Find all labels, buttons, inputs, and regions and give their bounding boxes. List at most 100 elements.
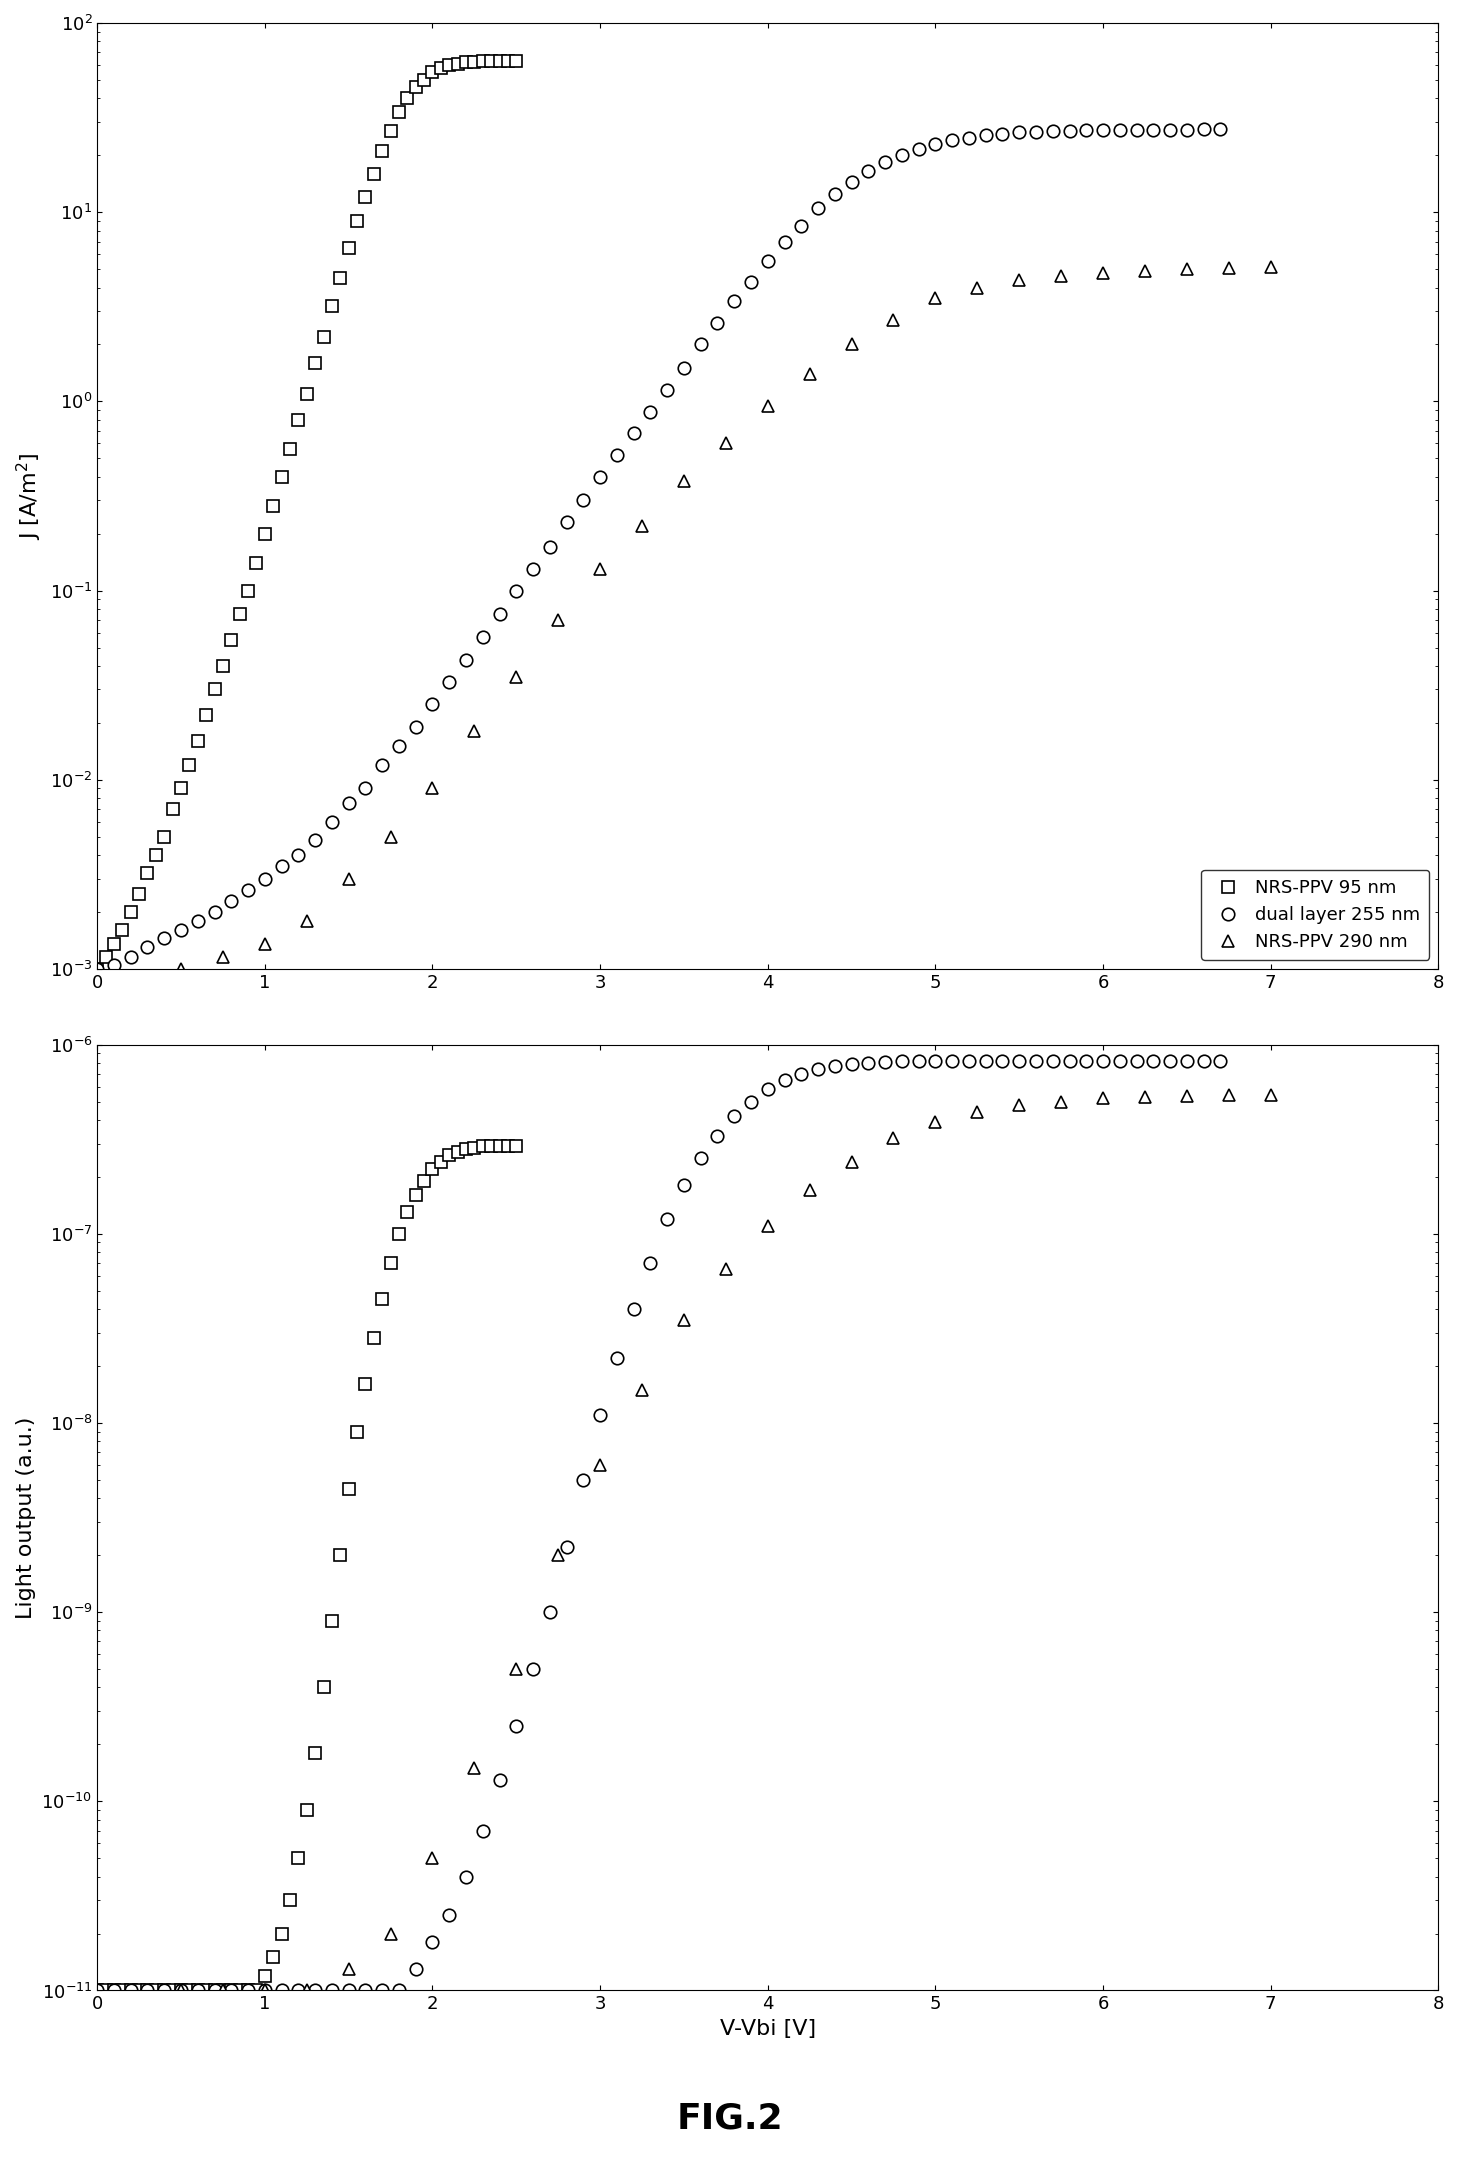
NRS-PPV 290 nm — [214, 945, 232, 971]
NRS-PPV 290 nm — [465, 718, 483, 744]
dual layer 255 nm — [725, 1103, 743, 1129]
NRS-PPV 95 nm — [223, 627, 241, 653]
NRS-PPV 290 nm — [676, 1308, 693, 1334]
NRS-PPV 95 nm — [508, 1133, 525, 1159]
Text: FIG.2: FIG.2 — [676, 2101, 783, 2136]
NRS-PPV 290 nm — [759, 1213, 776, 1239]
dual layer 255 nm — [743, 1090, 760, 1116]
Line: NRS-PPV 95 nm: NRS-PPV 95 nm — [90, 54, 522, 975]
NRS-PPV 290 nm — [633, 1377, 651, 1403]
NRS-PPV 95 nm — [214, 653, 232, 679]
NRS-PPV 290 nm — [591, 556, 608, 582]
NRS-PPV 290 nm — [843, 1148, 861, 1174]
NRS-PPV 290 nm — [1094, 259, 1112, 285]
NRS-PPV 290 nm — [1262, 253, 1280, 279]
dual layer 255 nm — [1211, 117, 1228, 143]
dual layer 255 nm — [1094, 117, 1112, 143]
NRS-PPV 290 nm — [423, 1846, 441, 1872]
NRS-PPV 290 nm — [298, 908, 315, 934]
NRS-PPV 95 nm — [89, 1978, 107, 2004]
NRS-PPV 95 nm — [499, 48, 516, 74]
dual layer 255 nm — [557, 510, 575, 536]
dual layer 255 nm — [557, 1535, 575, 1561]
NRS-PPV 95 nm — [89, 956, 107, 982]
NRS-PPV 95 nm — [365, 1325, 382, 1351]
dual layer 255 nm — [1112, 1049, 1129, 1075]
NRS-PPV 290 nm — [1137, 257, 1154, 283]
Y-axis label: Light output (a.u.): Light output (a.u.) — [16, 1416, 36, 1619]
dual layer 255 nm — [356, 1978, 374, 2004]
NRS-PPV 290 nm — [382, 824, 400, 850]
Legend: NRS-PPV 95 nm, dual layer 255 nm, NRS-PPV 290 nm: NRS-PPV 95 nm, dual layer 255 nm, NRS-PP… — [1201, 869, 1430, 960]
NRS-PPV 290 nm — [926, 1109, 944, 1135]
Line: dual layer 255 nm: dual layer 255 nm — [90, 123, 1227, 975]
NRS-PPV 290 nm — [550, 608, 568, 633]
NRS-PPV 290 nm — [465, 1756, 483, 1781]
Y-axis label: J [A/m$^2$]: J [A/m$^2$] — [15, 452, 44, 540]
dual layer 255 nm — [340, 1978, 357, 2004]
NRS-PPV 290 nm — [340, 865, 357, 891]
NRS-PPV 95 nm — [181, 1978, 198, 2004]
NRS-PPV 290 nm — [926, 285, 944, 311]
NRS-PPV 290 nm — [423, 776, 441, 802]
NRS-PPV 290 nm — [550, 1542, 568, 1567]
NRS-PPV 290 nm — [1177, 1083, 1195, 1109]
NRS-PPV 290 nm — [1011, 1092, 1029, 1118]
Line: NRS-PPV 95 nm: NRS-PPV 95 nm — [90, 1139, 522, 1998]
NRS-PPV 290 nm — [257, 932, 274, 958]
NRS-PPV 95 nm — [390, 1222, 407, 1247]
X-axis label: V-Vbi [V]: V-Vbi [V] — [719, 2019, 816, 2039]
NRS-PPV 290 nm — [382, 1920, 400, 1946]
NRS-PPV 290 nm — [884, 307, 902, 333]
NRS-PPV 290 nm — [172, 1978, 190, 2004]
NRS-PPV 290 nm — [508, 1656, 525, 1682]
NRS-PPV 290 nm — [801, 1178, 818, 1204]
dual layer 255 nm — [340, 791, 357, 817]
NRS-PPV 95 nm — [474, 1133, 492, 1159]
dual layer 255 nm — [89, 1978, 107, 2004]
dual layer 255 nm — [89, 956, 107, 982]
NRS-PPV 290 nm — [1177, 257, 1195, 283]
NRS-PPV 290 nm — [843, 331, 861, 357]
NRS-PPV 290 nm — [1262, 1083, 1280, 1109]
NRS-PPV 290 nm — [1220, 255, 1237, 281]
NRS-PPV 95 nm — [223, 1978, 241, 2004]
NRS-PPV 290 nm — [759, 393, 776, 419]
NRS-PPV 290 nm — [1220, 1083, 1237, 1109]
NRS-PPV 290 nm — [214, 1978, 232, 2004]
NRS-PPV 290 nm — [1137, 1083, 1154, 1109]
NRS-PPV 290 nm — [801, 361, 818, 387]
NRS-PPV 290 nm — [1052, 264, 1069, 290]
NRS-PPV 95 nm — [474, 48, 492, 74]
Line: dual layer 255 nm: dual layer 255 nm — [90, 1055, 1227, 1998]
NRS-PPV 95 nm — [365, 160, 382, 186]
dual layer 255 nm — [356, 776, 374, 802]
NRS-PPV 290 nm — [1011, 266, 1029, 292]
dual layer 255 nm — [743, 268, 760, 294]
NRS-PPV 95 nm — [390, 99, 407, 125]
NRS-PPV 95 nm — [181, 752, 198, 778]
NRS-PPV 290 nm — [969, 1098, 986, 1124]
dual layer 255 nm — [1211, 1049, 1228, 1075]
NRS-PPV 290 nm — [1052, 1090, 1069, 1116]
NRS-PPV 95 nm — [508, 48, 525, 74]
NRS-PPV 290 nm — [340, 1957, 357, 1983]
NRS-PPV 290 nm — [508, 664, 525, 690]
dual layer 255 nm — [1195, 117, 1212, 143]
NRS-PPV 290 nm — [1094, 1085, 1112, 1111]
dual layer 255 nm — [725, 288, 743, 313]
NRS-PPV 290 nm — [676, 467, 693, 493]
NRS-PPV 290 nm — [884, 1124, 902, 1150]
NRS-PPV 95 nm — [214, 1978, 232, 2004]
Line: NRS-PPV 290 nm: NRS-PPV 290 nm — [175, 1090, 1277, 1998]
NRS-PPV 290 nm — [298, 1978, 315, 2004]
NRS-PPV 290 nm — [716, 1256, 734, 1282]
dual layer 255 nm — [910, 1049, 928, 1075]
NRS-PPV 290 nm — [633, 512, 651, 538]
NRS-PPV 290 nm — [172, 956, 190, 982]
NRS-PPV 290 nm — [969, 275, 986, 301]
NRS-PPV 290 nm — [257, 1978, 274, 2004]
NRS-PPV 290 nm — [591, 1453, 608, 1479]
NRS-PPV 95 nm — [499, 1133, 516, 1159]
NRS-PPV 290 nm — [716, 430, 734, 456]
